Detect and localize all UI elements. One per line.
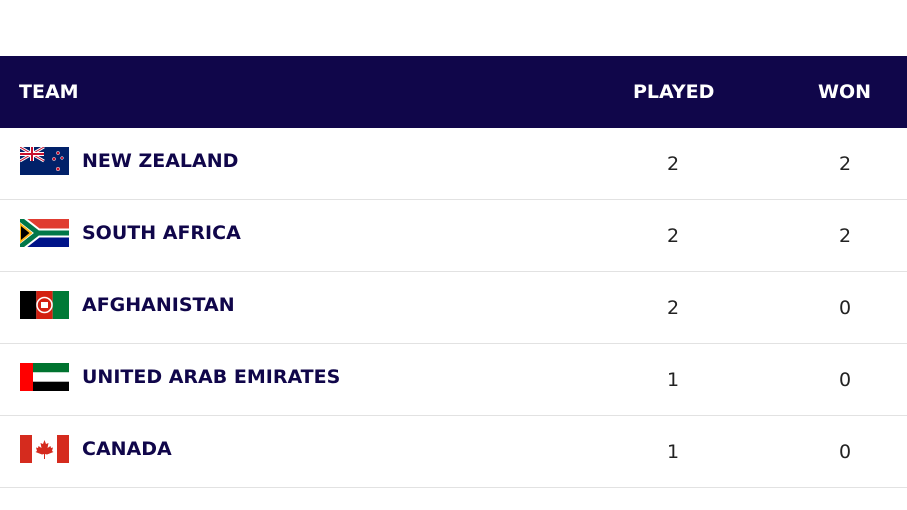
won: 0 — [838, 441, 852, 463]
won: 0 — [838, 369, 852, 391]
table-row: SOUTH AFRICA 2 2 — [0, 200, 907, 272]
column-header: PLAYED — [633, 81, 715, 103]
team-name: NEW ZEALAND — [82, 150, 239, 172]
team-name: AFGHANISTAN — [82, 294, 235, 316]
table-row: NEW ZEALAND 2 2 — [0, 128, 907, 200]
flag — [20, 435, 69, 463]
won: 0 — [838, 297, 852, 319]
table-row: CANADA 1 0 — [0, 416, 907, 488]
team-name: SOUTH AFRICA — [82, 222, 241, 244]
team-name: CANADA — [82, 438, 172, 460]
won: 2 — [838, 153, 852, 175]
table-row: AFGHANISTAN 2 0 — [0, 272, 907, 344]
flag — [20, 291, 69, 319]
played: 2 — [666, 153, 680, 175]
played: 2 — [666, 225, 680, 247]
played: 1 — [666, 369, 680, 391]
team-name: UNITED ARAB EMIRATES — [82, 366, 341, 388]
played: 1 — [666, 441, 680, 463]
table-header: TEAM PLAYED WON — [0, 56, 907, 128]
flag — [20, 363, 69, 391]
column-header: WON — [818, 81, 872, 103]
flag — [20, 219, 69, 247]
played: 2 — [666, 297, 680, 319]
flag — [20, 147, 69, 175]
won: 2 — [838, 225, 852, 247]
column-header: TEAM — [19, 81, 79, 103]
table-row: UNITED ARAB EMIRATES 1 0 — [0, 344, 907, 416]
